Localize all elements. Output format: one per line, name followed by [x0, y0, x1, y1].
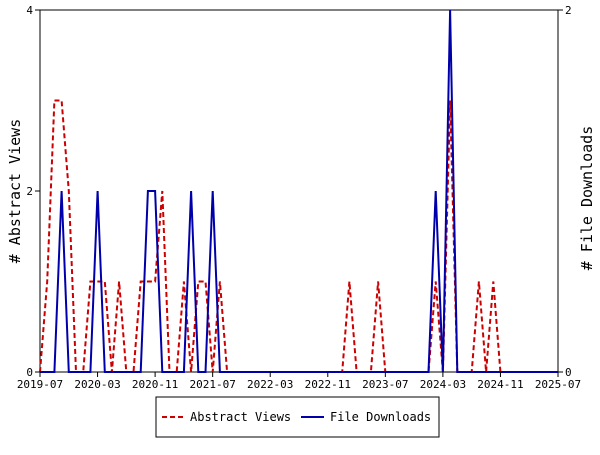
- y-tick-label: 4: [26, 4, 33, 17]
- plot-area: [39, 9, 559, 373]
- y2-tick-label: 2: [565, 4, 572, 17]
- x-tick-label: 2020-03: [74, 378, 120, 391]
- legend-label-file-downloads: File Downloads: [330, 410, 431, 424]
- series-line-abstract-views: [39, 99, 558, 373]
- x-tick-label: 2019-07: [17, 378, 63, 391]
- series-line-file-downloads: [40, 9, 558, 373]
- x-tick-label: 2023-07: [362, 378, 408, 391]
- x-tick-label: 2020-11: [132, 378, 178, 391]
- y2-axis-label: # File Downloads: [578, 126, 596, 271]
- legend-box: [155, 396, 440, 438]
- x-tick-label: 2021-07: [189, 378, 235, 391]
- x-tick-label: 2024-11: [477, 378, 523, 391]
- y-axis-label: # Abstract Views: [6, 119, 24, 264]
- legend: Abstract Views File Downloads: [155, 396, 440, 438]
- legend-label-abstract-views: Abstract Views: [190, 410, 291, 424]
- x-tick-label: 2022-03: [247, 378, 293, 391]
- x-tick-label: 2024-03: [420, 378, 466, 391]
- y2-tick-label: 0: [565, 366, 572, 379]
- x-tick-label: 2022-11: [305, 378, 351, 391]
- series-layer: [39, 9, 558, 373]
- y-tick-label: 0: [26, 366, 33, 379]
- y-tick-label: 2: [26, 185, 33, 198]
- x-tick-label: 2025-07: [535, 378, 581, 391]
- ticks-layer: 2019-07 2020-03 2020-11 2021-07 2022-03 2022-…: [17, 4, 581, 391]
